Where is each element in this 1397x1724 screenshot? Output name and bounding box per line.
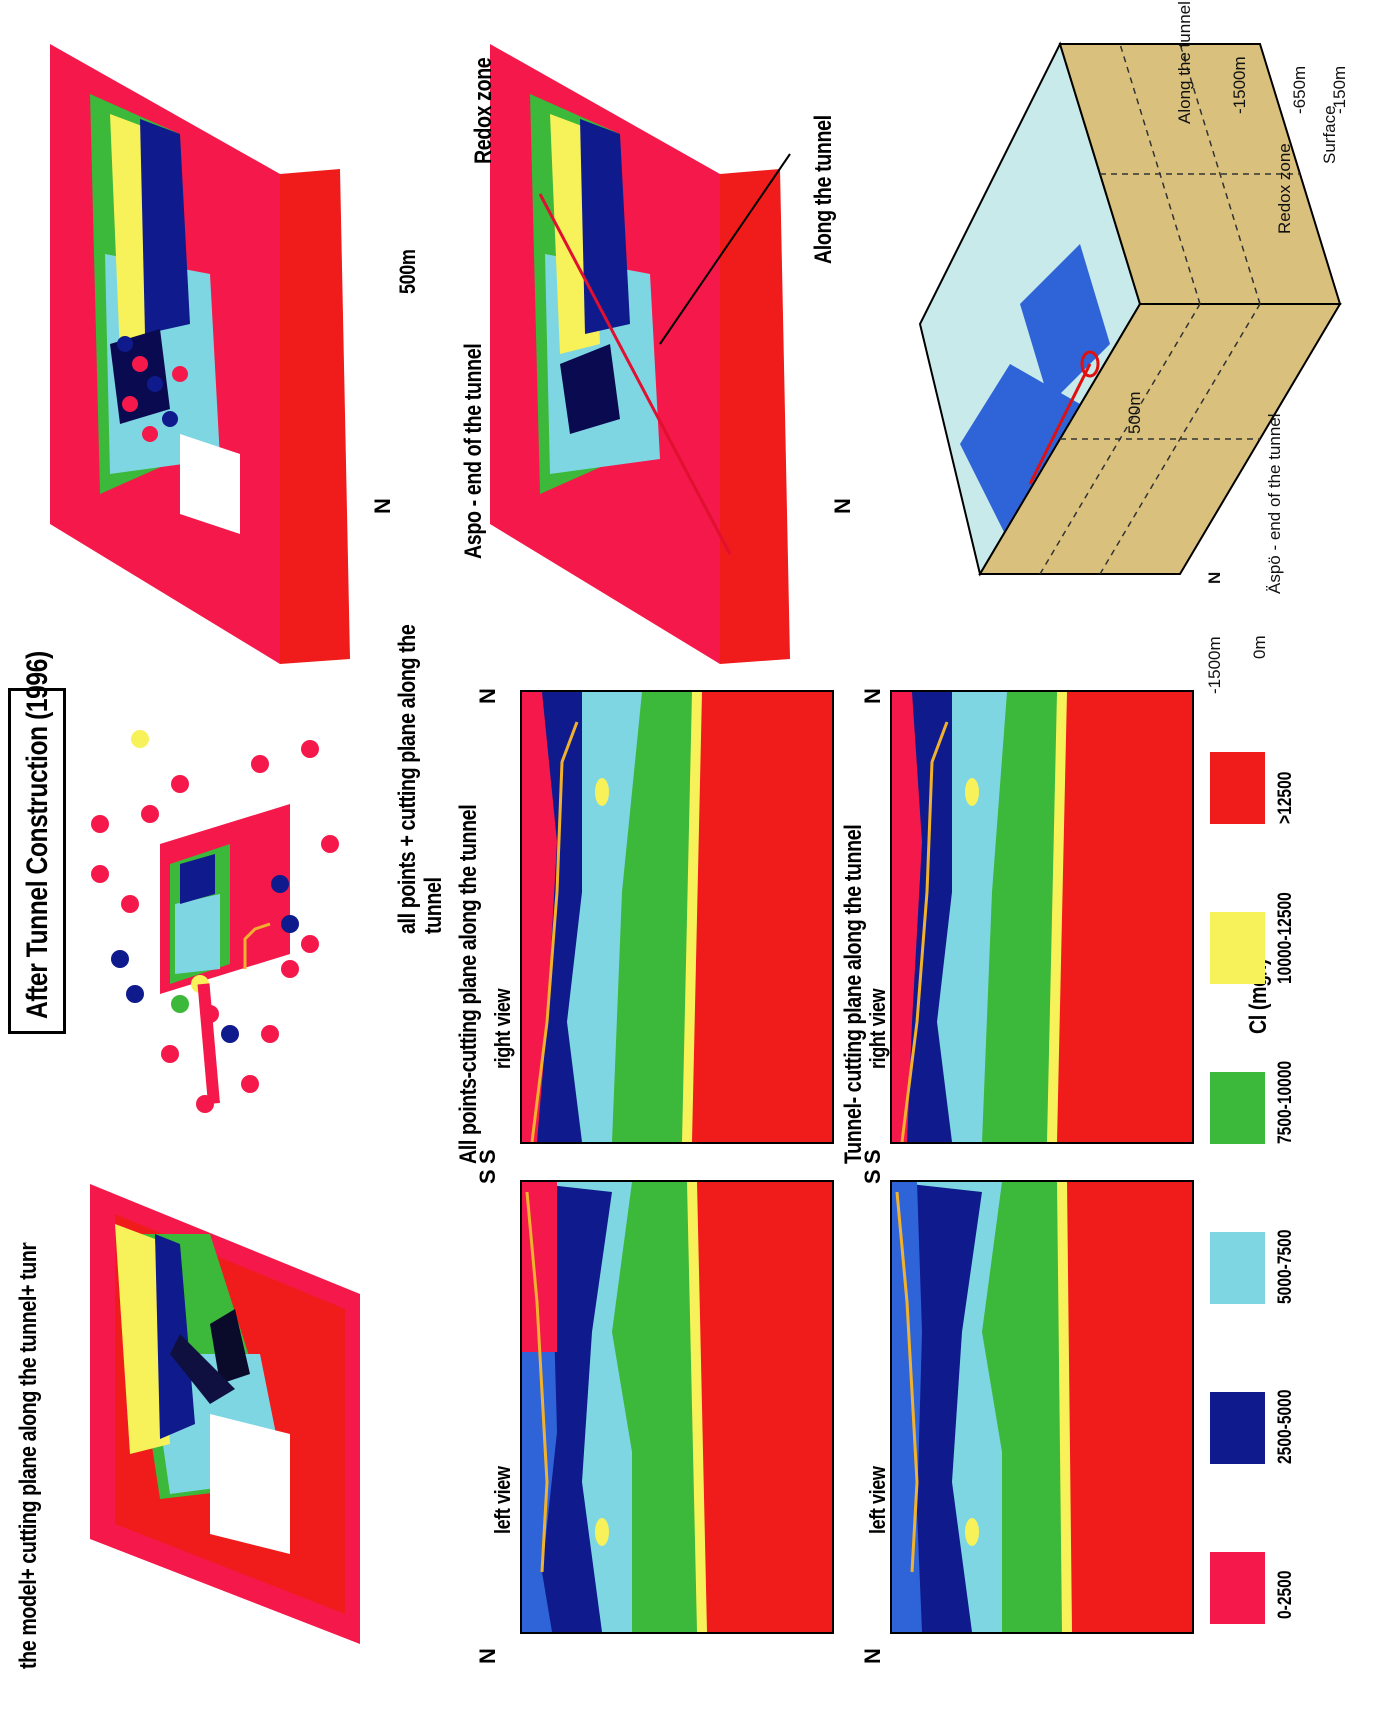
north-label-mid: N [830, 498, 855, 514]
block-scale-label: 500m [1125, 391, 1144, 434]
model-3d-caption-line1: the model+ cutting plane along the tunne… [15, 1242, 42, 1669]
tunnel-left-view-label: left view [865, 1466, 890, 1534]
figure-title: After Tunnel Construction (1996) [21, 651, 54, 1019]
points-3d-panel [30, 714, 360, 1144]
tunnel-right-S: S [860, 1149, 885, 1164]
legend: 0-2500 2500-5000 5000-7500 7500-10000 10… [1210, 674, 1390, 1624]
block-d1500-right-label: -1500m [1230, 56, 1249, 114]
block-redox-label: Redox zone [1275, 143, 1294, 234]
model-3d-panel [60, 1184, 390, 1654]
block-north-label: N [1205, 571, 1224, 584]
legend-label-1: 2500-5000 [1275, 1389, 1296, 1464]
section-tunnel-caption: Tunnel- cutting plane along the tunnel [840, 824, 867, 1164]
aspo-label: Aspo - end of the tunnel [460, 343, 487, 559]
section-left-S: S [475, 1169, 500, 1184]
model-3d-right-panel [470, 24, 830, 674]
legend-swatch-4 [1210, 912, 1265, 984]
block-zero-label: 0m [1250, 635, 1269, 659]
block-d1500-left-label: -1500m [1205, 636, 1224, 694]
points-3d-top-right-panel [30, 24, 390, 674]
section-right-S: S [475, 1149, 500, 1164]
legend-swatch-2 [1210, 1232, 1265, 1304]
scale-500m: 500m [395, 249, 420, 294]
legend-label-0: 0-2500 [1275, 1570, 1296, 1619]
section-allpoints-caption: All points-cutting plane along the tunne… [455, 804, 482, 1164]
tunnel-left-S: S [860, 1169, 885, 1184]
figure-title-box: After Tunnel Construction (1996) [8, 651, 66, 1034]
points-3d-caption: all points + cutting plane along the tun… [394, 624, 447, 934]
along-tunnel-label: Along the tunnel [810, 115, 837, 264]
block-along-label: Along the tunnel [1175, 1, 1194, 124]
redox-label: Redox zone [470, 57, 497, 164]
section-left-N: N [475, 1648, 500, 1664]
legend-swatch-3 [1210, 1072, 1265, 1144]
section-left-view [520, 1180, 834, 1634]
section-tunnel-left-view [890, 1180, 1194, 1634]
legend-label-2: 5000-7500 [1275, 1229, 1296, 1304]
block-diagram [900, 34, 1350, 664]
north-label-top: N [370, 498, 395, 514]
block-aspo-label: Äspö - end of the tunnel [1265, 413, 1284, 594]
legend-label-3: 7500-10000 [1275, 1060, 1296, 1144]
legend-label-4: 10000-12500 [1275, 892, 1296, 984]
section-right-view [520, 690, 834, 1144]
legend-label-5: >12500 [1275, 771, 1296, 824]
tunnel-right-N: N [860, 688, 885, 704]
legend-swatch-0 [1210, 1552, 1265, 1624]
tunnel-left-N: N [860, 1648, 885, 1664]
legend-swatch-1 [1210, 1392, 1265, 1464]
section-right-N: N [475, 688, 500, 704]
block-d650-label: -650m [1290, 65, 1309, 114]
legend-swatch-5 [1210, 752, 1265, 824]
block-surface-label: Surface [1320, 105, 1339, 164]
left-view-label: left view [490, 1466, 515, 1534]
right-view-label: right view [490, 988, 515, 1069]
tunnel-right-view-label: right view [865, 988, 890, 1069]
section-tunnel-right-view [890, 690, 1194, 1144]
block-d150-label: -150m [1330, 65, 1349, 114]
